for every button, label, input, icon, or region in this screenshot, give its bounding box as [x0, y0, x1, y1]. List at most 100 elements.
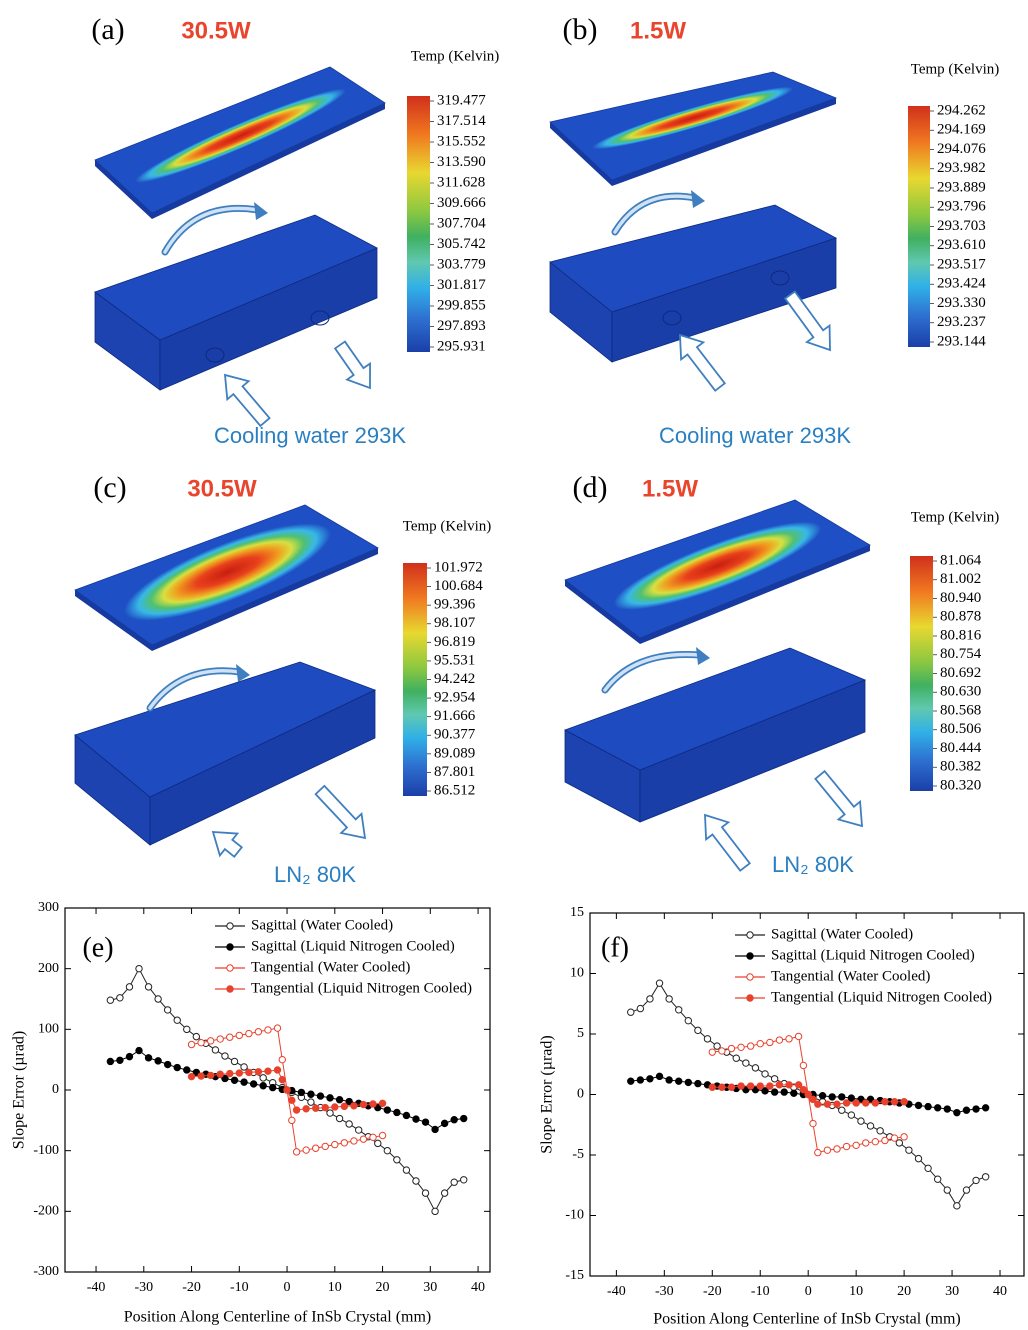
- colorbar: [908, 106, 930, 347]
- colorbar-title: Temp (Kelvin): [411, 48, 500, 64]
- data-point: [973, 1177, 979, 1183]
- data-point: [934, 1105, 940, 1111]
- data-point: [656, 980, 662, 986]
- data-point: [403, 1112, 409, 1118]
- x-tick-label: 0: [805, 1284, 812, 1299]
- data-point: [882, 1099, 888, 1105]
- legend-label: Sagittal (Liquid Nitrogen Cooled): [771, 947, 975, 963]
- data-point: [370, 1134, 376, 1140]
- thermal-panel: (c)30.5WLN₂ 80KTemp (Kelvin)101.972100.6…: [75, 471, 491, 887]
- data-point: [839, 1107, 845, 1113]
- data-point: [752, 1065, 758, 1071]
- data-point: [709, 1049, 715, 1055]
- data-point: [647, 1076, 653, 1082]
- data-point: [891, 1099, 897, 1105]
- x-tick-label: 40: [993, 1284, 1007, 1299]
- data-point: [375, 1140, 381, 1146]
- data-point: [384, 1147, 390, 1153]
- legend-label: Tangential (Water Cooled): [251, 959, 410, 975]
- data-point: [461, 1115, 467, 1121]
- data-point: [279, 1056, 285, 1062]
- colorbar-label: 80.568: [940, 702, 981, 718]
- data-point: [384, 1107, 390, 1113]
- data-point: [767, 1083, 773, 1089]
- power-label: 30.5W: [187, 475, 257, 502]
- data-point: [246, 1069, 252, 1075]
- data-point: [207, 1072, 213, 1078]
- y-tick-label: 10: [570, 966, 584, 981]
- data-point: [279, 1076, 285, 1082]
- colorbar-label: 295.931: [437, 338, 486, 354]
- data-point: [786, 1036, 792, 1042]
- data-point: [117, 995, 123, 1001]
- legend-marker: [747, 995, 753, 1001]
- data-point: [308, 1091, 314, 1097]
- data-point: [308, 1099, 314, 1105]
- data-point: [441, 1120, 447, 1126]
- data-point: [819, 1093, 825, 1099]
- line-chart: -40-30-20-10010203040-15-10-5051015Posit…: [539, 905, 1024, 1327]
- data-point: [260, 1083, 266, 1089]
- data-point: [303, 1106, 309, 1112]
- data-point: [222, 1053, 228, 1059]
- data-point: [107, 997, 113, 1003]
- data-point: [973, 1106, 979, 1112]
- data-point: [824, 1101, 830, 1107]
- data-point: [877, 1128, 883, 1134]
- data-point: [656, 1073, 662, 1079]
- x-tick-label: -30: [655, 1284, 674, 1299]
- legend-label: Tangential (Water Cooled): [771, 968, 930, 984]
- colorbar-label: 95.531: [434, 652, 475, 668]
- colorbar-label: 297.893: [437, 318, 486, 334]
- flow-arrow: [815, 771, 862, 826]
- legend-marker: [747, 974, 753, 980]
- x-tick-label: 10: [328, 1280, 342, 1295]
- data-point: [117, 1057, 123, 1063]
- colorbar-label: 303.779: [437, 256, 486, 272]
- data-point: [236, 1032, 242, 1038]
- data-point: [757, 1083, 763, 1089]
- panel-label: (a): [91, 13, 124, 46]
- colorbar-label: 92.954: [434, 690, 476, 706]
- data-point: [441, 1190, 447, 1196]
- rotate-arrow-head: [691, 190, 705, 208]
- data-point: [704, 1036, 710, 1042]
- y-tick-label: -100: [33, 1143, 59, 1158]
- data-point: [332, 1141, 338, 1147]
- data-point: [858, 1118, 864, 1124]
- data-point: [451, 1117, 457, 1123]
- data-point: [184, 1067, 190, 1073]
- power-label: 30.5W: [181, 17, 251, 44]
- data-point: [685, 1017, 691, 1023]
- colorbar-label: 80.754: [940, 646, 982, 662]
- data-point: [666, 996, 672, 1002]
- data-point: [743, 1060, 749, 1066]
- data-point: [685, 1079, 691, 1085]
- coolant-label: LN₂ 80K: [274, 862, 356, 887]
- data-point: [872, 1100, 878, 1106]
- x-tick-label: 20: [897, 1284, 911, 1299]
- data-point: [771, 1076, 777, 1082]
- data-point: [317, 1093, 323, 1099]
- data-point: [719, 1084, 725, 1090]
- data-point: [246, 1030, 252, 1036]
- data-point: [136, 965, 142, 971]
- colorbar-label: 293.237: [937, 314, 986, 330]
- x-tick-label: -10: [751, 1284, 770, 1299]
- data-point: [944, 1187, 950, 1193]
- colorbar-label: 299.855: [437, 297, 486, 313]
- data-point: [628, 1009, 634, 1015]
- data-point: [853, 1142, 859, 1148]
- rotate-arrow-head: [696, 647, 710, 665]
- x-axis-title: Position Along Centerline of InSb Crysta…: [124, 1309, 432, 1326]
- data-point: [155, 1058, 161, 1064]
- x-tick-label: 10: [849, 1284, 863, 1299]
- colorbar-label: 293.889: [937, 179, 986, 195]
- data-point: [293, 1107, 299, 1113]
- data-point: [676, 1007, 682, 1013]
- data-point: [126, 1053, 132, 1059]
- data-point: [126, 984, 132, 990]
- data-point: [771, 1089, 777, 1095]
